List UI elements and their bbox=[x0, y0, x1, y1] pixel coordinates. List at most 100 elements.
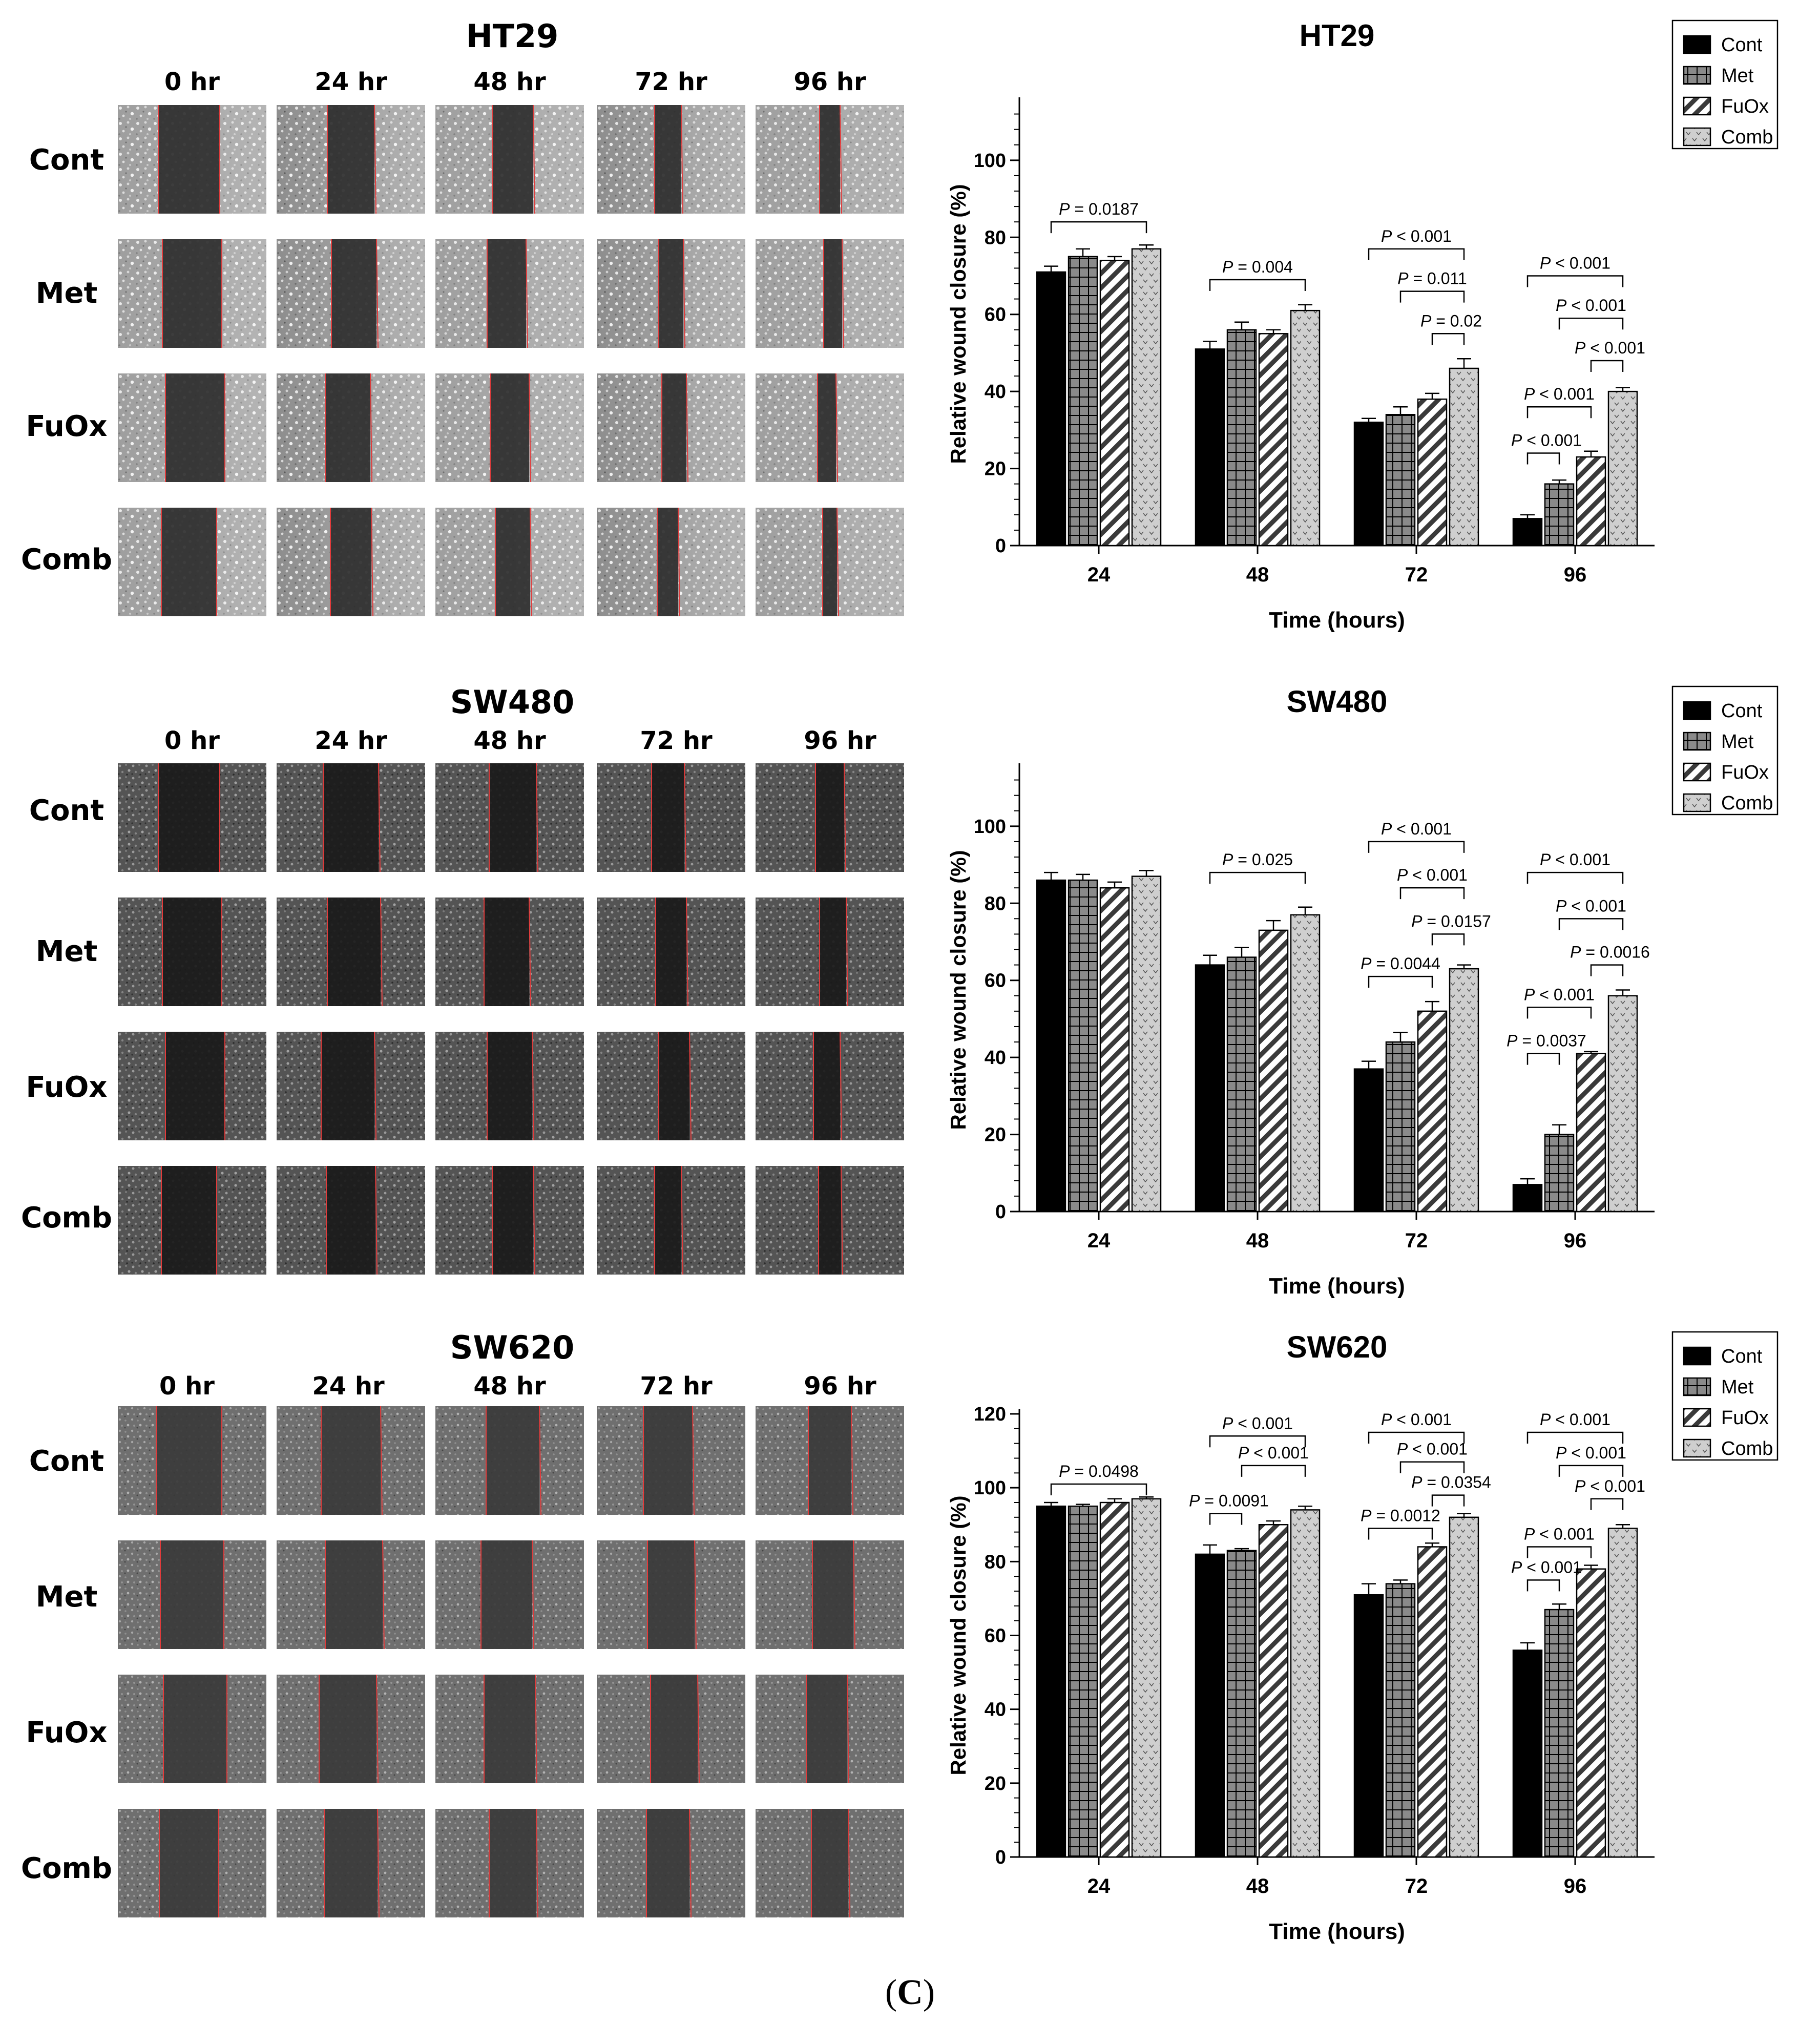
error-bar bbox=[1076, 1504, 1090, 1507]
chart-title: HT29 bbox=[1300, 18, 1375, 53]
legend-swatch bbox=[1683, 96, 1711, 116]
bar-fuox-48 bbox=[1258, 929, 1289, 1213]
micrograph-image bbox=[597, 1809, 745, 1917]
bar-fuox-96 bbox=[1576, 1568, 1606, 1858]
p-value-label: P < 0.001 bbox=[1381, 1410, 1452, 1429]
p-value-label: P < 0.001 bbox=[1238, 1444, 1309, 1462]
significance-bracket bbox=[1399, 290, 1465, 303]
micrograph-image bbox=[597, 1540, 745, 1649]
y-tick-label: 20 bbox=[985, 1124, 1006, 1146]
significance-bracket bbox=[1050, 1483, 1147, 1495]
bar-comb-96 bbox=[1607, 995, 1638, 1213]
error-bar bbox=[1425, 1542, 1439, 1547]
bar-cont-48 bbox=[1195, 964, 1225, 1213]
error-bar bbox=[1584, 1564, 1598, 1569]
micrograph-image bbox=[597, 763, 745, 872]
micrograph-image bbox=[277, 1675, 425, 1783]
micrograph-image bbox=[118, 373, 266, 482]
y-axis-label: Relative wound closure (%) bbox=[946, 850, 970, 1130]
micrograph-image bbox=[435, 1166, 584, 1275]
bar-fuox-72 bbox=[1417, 1546, 1448, 1858]
timepoint-label: 0 hr bbox=[164, 726, 220, 755]
timepoint-label: 48 hr bbox=[473, 68, 546, 96]
y-tick-label: 60 bbox=[985, 970, 1006, 992]
x-axis-label: Time (hours) bbox=[1269, 608, 1405, 633]
timepoint-label: 48 hr bbox=[473, 726, 546, 755]
condition-label: FuOx bbox=[26, 410, 108, 443]
x-tick-label: 72 bbox=[1405, 564, 1428, 586]
significance-bracket bbox=[1399, 1461, 1465, 1473]
micrograph-image bbox=[597, 508, 745, 616]
legend-label: Cont bbox=[1721, 34, 1763, 56]
error-bar bbox=[1520, 1642, 1535, 1651]
micrograph-grid-title: SW480 bbox=[450, 683, 575, 721]
p-value-label: P < 0.001 bbox=[1540, 254, 1610, 272]
error-bar bbox=[1107, 881, 1122, 888]
bar-comb-24 bbox=[1131, 875, 1162, 1213]
error-bar bbox=[1139, 244, 1154, 249]
micrograph-image bbox=[435, 1675, 584, 1783]
error-bar bbox=[1235, 1548, 1249, 1551]
error-bar bbox=[1552, 479, 1566, 484]
bar-met-72 bbox=[1385, 414, 1416, 547]
error-bar bbox=[1425, 392, 1439, 400]
error-bar bbox=[1616, 989, 1630, 996]
bar-met-96 bbox=[1544, 1609, 1575, 1858]
bar-met-96 bbox=[1544, 1134, 1575, 1213]
condition-label: Met bbox=[35, 935, 98, 968]
micrograph-image bbox=[435, 763, 584, 872]
timepoint-label: 72 hr bbox=[640, 726, 713, 755]
x-tick-label: 24 bbox=[1087, 564, 1111, 586]
panel-ht29: HT29 0 hr 24 hr 48 hr 72 hr 96 hr Cont M… bbox=[0, 0, 1820, 661]
micrograph-image bbox=[435, 1809, 584, 1917]
micrograph-image bbox=[597, 105, 745, 214]
x-tick-label: 24 bbox=[1087, 1229, 1111, 1252]
p-value-label: P < 0.001 bbox=[1397, 1440, 1468, 1458]
p-value-label: P = 0.0037 bbox=[1507, 1032, 1586, 1050]
p-value-label: P < 0.001 bbox=[1397, 866, 1468, 884]
p-value-label: P < 0.001 bbox=[1540, 1410, 1610, 1429]
caption-letter: C bbox=[897, 1973, 923, 2012]
bar-comb-96 bbox=[1607, 1528, 1638, 1858]
y-tick-label: 60 bbox=[985, 304, 1006, 326]
error-bar bbox=[1044, 265, 1058, 272]
micrograph-image bbox=[118, 1406, 266, 1515]
error-bar bbox=[1393, 1031, 1408, 1042]
error-bar bbox=[1457, 358, 1471, 368]
condition-label: Cont bbox=[29, 794, 104, 827]
error-bar bbox=[1266, 329, 1281, 334]
legend-label: FuOx bbox=[1721, 96, 1769, 117]
legend-label: Cont bbox=[1721, 1346, 1763, 1367]
significance-bracket bbox=[1526, 406, 1592, 419]
legend-label: FuOx bbox=[1721, 1407, 1769, 1429]
p-value-label: P = 0.0187 bbox=[1059, 200, 1139, 218]
micrograph-image bbox=[756, 1809, 904, 1917]
p-value-label: P < 0.001 bbox=[1575, 339, 1645, 357]
micrograph-image bbox=[277, 105, 425, 214]
caption-close: ) bbox=[923, 1973, 935, 2012]
p-value-label: P < 0.001 bbox=[1575, 1477, 1645, 1495]
micrograph-image bbox=[435, 508, 584, 616]
significance-bracket bbox=[1368, 975, 1433, 988]
bar-fuox-24 bbox=[1099, 887, 1130, 1213]
micrograph-image bbox=[597, 1675, 745, 1783]
bar-comb-96 bbox=[1607, 390, 1638, 547]
micrograph-image bbox=[277, 508, 425, 616]
timepoint-label: 72 hr bbox=[635, 68, 707, 96]
significance-bracket bbox=[1526, 1579, 1560, 1592]
bar-chart: SW480 0 20 40 60 80 100 Relative wound closure … bbox=[922, 666, 1793, 1327]
micrograph-image bbox=[435, 898, 584, 1006]
error-bar bbox=[1393, 1579, 1408, 1584]
micrograph-image bbox=[118, 1032, 266, 1140]
p-value-label: P < 0.001 bbox=[1222, 1414, 1293, 1432]
significance-bracket bbox=[1558, 317, 1624, 330]
p-value-label: P = 0.02 bbox=[1420, 311, 1482, 330]
timepoint-label: 96 hr bbox=[793, 68, 866, 96]
micrograph-image bbox=[277, 1166, 425, 1275]
x-tick-label: 96 bbox=[1564, 1229, 1587, 1252]
micrograph-image bbox=[597, 898, 745, 1006]
legend: Cont Met FuOx Comb bbox=[1671, 1331, 1779, 1461]
legend-swatch bbox=[1683, 1438, 1711, 1458]
timepoint-label: 0 hr bbox=[164, 68, 220, 96]
